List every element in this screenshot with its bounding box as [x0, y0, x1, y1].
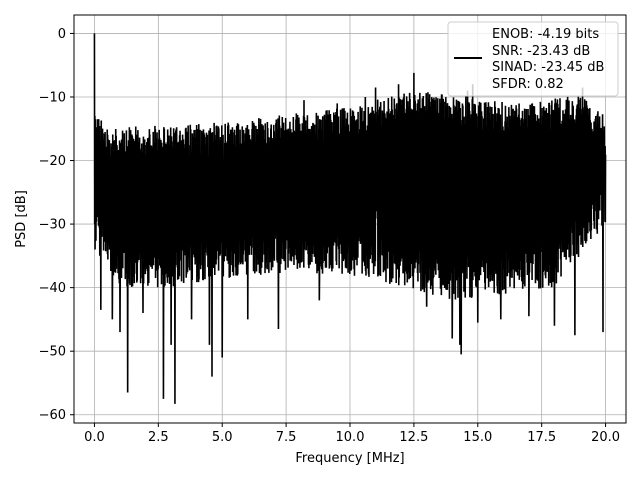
psd-series	[93, 33, 607, 404]
y-axis-label: PSD [dB]	[14, 190, 29, 248]
y-tick-label: 0	[58, 27, 66, 42]
legend: ENOB: -4.19 bits SNR: -23.43 dB SINAD: -…	[447, 21, 619, 97]
legend-sfdr: SFDR: 0.82	[492, 77, 564, 92]
x-tick-label: 12.5	[399, 430, 428, 445]
x-tick-label: 7.5	[276, 430, 297, 445]
x-axis-label: Frequency [MHz]	[295, 451, 404, 466]
y-tick-label: −30	[39, 218, 66, 233]
y-tick-label: −20	[39, 154, 66, 169]
x-tick-label: 10.0	[336, 430, 365, 445]
x-tick-label: 2.5	[148, 430, 169, 445]
y-tick-label: −40	[39, 281, 66, 296]
legend-enob: ENOB: -4.19 bits	[492, 27, 599, 42]
x-tick-label: 17.5	[527, 430, 556, 445]
y-tick-label: −60	[39, 408, 66, 423]
y-axis-ticks: 0 −10 −20 −30 −40 −50 −60	[39, 27, 74, 423]
legend-snr: SNR: -23.43 dB	[492, 44, 590, 59]
y-tick-label: −10	[39, 90, 66, 105]
x-axis-ticks: 0.0 2.5 5.0 7.5 10.0 12.5 15.0 17.5 20.0	[84, 423, 620, 445]
x-tick-label: 0.0	[84, 430, 105, 445]
y-tick-label: −50	[39, 345, 66, 360]
x-tick-label: 5.0	[212, 430, 233, 445]
legend-sinad: SINAD: -23.45 dB	[492, 60, 604, 75]
x-tick-label: 15.0	[463, 430, 492, 445]
psd-line	[93, 33, 607, 404]
legend-box	[447, 21, 619, 97]
x-tick-label: 20.0	[591, 430, 620, 445]
